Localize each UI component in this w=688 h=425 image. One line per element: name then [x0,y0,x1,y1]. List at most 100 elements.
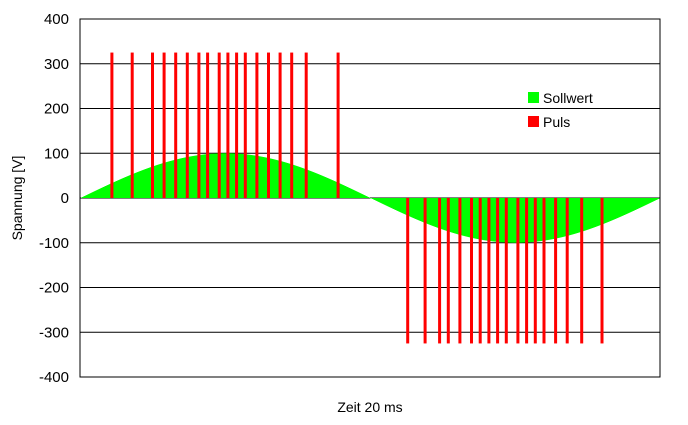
sollwert-bar [326,177,327,198]
sollwert-bar [262,156,263,198]
sollwert-bar [561,198,562,238]
sollwert-bar [148,167,149,198]
puls-bar [174,52,178,198]
sollwert-bar [301,167,302,198]
sollwert-bar [613,198,614,220]
sollwert-bar [159,164,160,198]
sollwert-bar [531,198,532,243]
sollwert-bar [652,198,653,202]
sollwert-bar [548,198,549,240]
sollwert-bar [251,155,252,198]
sollwert-bar [621,198,622,217]
sollwert-bar [191,156,192,198]
sollwert-bar [340,183,341,198]
sollwert-bar [598,198,599,226]
sollwert-bar [316,173,317,198]
puls-bar [470,198,473,344]
sollwert-bar [519,198,520,243]
sollwert-bar [127,176,128,198]
sollwert-bar [222,153,223,198]
sollwert-bar [397,198,398,211]
sollwert-bar [286,162,287,198]
sollwert-bar [456,198,457,234]
sollwert-bar [646,198,647,205]
sollwert-bar [389,198,390,208]
sollwert-bar [348,187,349,198]
sollwert-bar [232,153,233,198]
sollwert-bar [392,198,393,209]
sollwert-bar [453,198,454,234]
sollwert-bar [541,198,542,241]
sollwert-bar [452,198,453,233]
sollwert-bar [356,191,357,198]
sollwert-bar [398,198,399,212]
sollwert-bar [278,160,279,198]
sollwert-bar [416,198,417,220]
sollwert-bar [595,198,596,227]
sollwert-bar [597,198,598,227]
sollwert-bar [463,198,464,236]
sollwert-bar [215,153,216,198]
sollwert-bar [591,198,592,229]
puls-bar [438,198,442,344]
sollwert-bar [390,198,391,208]
puls-bar [110,52,114,198]
sollwert-bar [315,172,316,198]
sollwert-bar [574,198,575,234]
sollwert-bar [484,198,485,241]
sollwert-bar [631,198,632,212]
sollwert-bar [393,198,394,210]
sollwert-bar [467,198,468,237]
sollwert-bar [194,155,195,198]
sollwert-bar [182,158,183,198]
sollwert-bar [360,193,361,198]
sollwert-bar [623,198,624,216]
sollwert-bar [558,198,559,238]
sollwert-bar [313,172,314,198]
puls-bar [504,198,508,344]
sollwert-bar [99,188,100,198]
sollwert-bar [375,198,376,201]
sollwert-bar [142,170,143,198]
sollwert-bar [157,164,158,198]
sollwert-bar [486,198,487,241]
sollwert-bar [414,198,415,219]
legend: Sollwert Puls [528,90,593,130]
sollwert-bar [651,198,652,203]
sollwert-bar [455,198,456,234]
sollwert-bar [557,198,558,239]
puls-bar [533,198,537,344]
sollwert-bar [213,153,214,198]
puls-bar [496,198,500,344]
sollwert-bar [434,198,435,227]
sollwert-bar [474,198,475,239]
sollwert-bar [442,198,443,230]
sollwert-bar [266,157,267,198]
sollwert-bar [333,180,334,198]
sollwert-bar [622,198,623,216]
sollwert-bar [265,157,266,198]
sollwert-bar [302,167,303,198]
sollwert-bar [364,195,365,198]
sollwert-bar [233,153,234,198]
sollwert-bar [477,198,478,240]
sollwert-bar [263,156,264,198]
sollwert-bar [640,198,641,208]
sollwert-bar [643,198,644,207]
sollwert-bar [537,198,538,242]
sollwert-bar [209,153,210,198]
sollwert-bar [347,186,348,198]
sollwert-bar [515,198,516,243]
sollwert-bar [629,198,630,213]
y-tick-label: 100 [44,145,69,162]
sollwert-bar [138,171,139,198]
sollwert-bar [93,191,94,198]
sollwert-bar [136,172,137,198]
puls-bar [267,52,270,198]
plot-frame [79,18,661,378]
sollwert-bar [310,170,311,198]
sollwert-bar [633,198,634,211]
sollwert-bar [437,198,438,228]
sollwert-bar [260,156,261,198]
sollwert-bar [180,158,181,198]
